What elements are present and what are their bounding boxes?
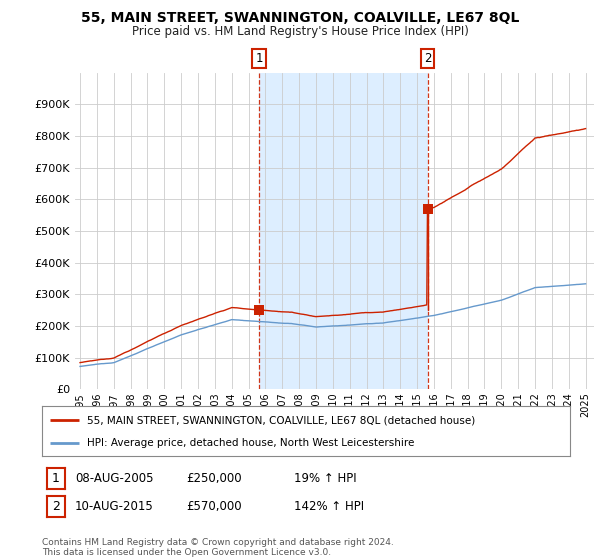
Text: 19% ↑ HPI: 19% ↑ HPI: [294, 472, 356, 486]
Text: £570,000: £570,000: [186, 500, 242, 514]
Text: HPI: Average price, detached house, North West Leicestershire: HPI: Average price, detached house, Nort…: [87, 438, 414, 448]
Text: Price paid vs. HM Land Registry's House Price Index (HPI): Price paid vs. HM Land Registry's House …: [131, 25, 469, 38]
Text: 55, MAIN STREET, SWANNINGTON, COALVILLE, LE67 8QL: 55, MAIN STREET, SWANNINGTON, COALVILLE,…: [81, 11, 519, 25]
Text: 2: 2: [52, 500, 60, 514]
Text: 1: 1: [52, 472, 60, 486]
Text: 55, MAIN STREET, SWANNINGTON, COALVILLE, LE67 8QL (detached house): 55, MAIN STREET, SWANNINGTON, COALVILLE,…: [87, 415, 475, 425]
Text: 142% ↑ HPI: 142% ↑ HPI: [294, 500, 364, 514]
Bar: [259, 73, 428, 389]
Text: 2: 2: [424, 52, 431, 65]
Text: Contains HM Land Registry data © Crown copyright and database right 2024.
This d: Contains HM Land Registry data © Crown c…: [42, 538, 394, 557]
Text: 1: 1: [255, 52, 263, 65]
Text: £250,000: £250,000: [186, 472, 242, 486]
Text: 10-AUG-2015: 10-AUG-2015: [75, 500, 154, 514]
Text: 08-AUG-2005: 08-AUG-2005: [75, 472, 154, 486]
